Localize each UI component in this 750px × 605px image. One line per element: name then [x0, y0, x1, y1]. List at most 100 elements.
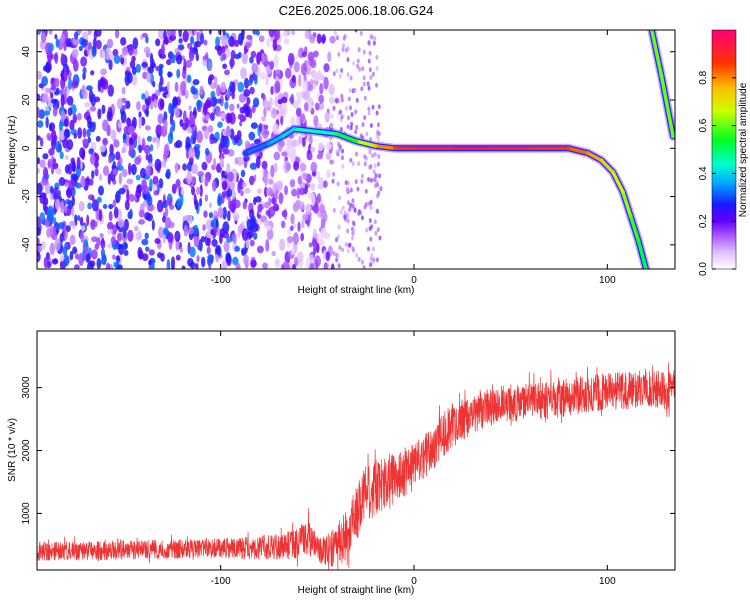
noise-cell — [55, 168, 61, 175]
noise-cell — [44, 110, 50, 115]
noise-cell — [335, 68, 338, 73]
noise-cell — [182, 30, 188, 42]
noise-cell — [83, 128, 87, 138]
noise-cell — [327, 51, 331, 62]
noise-cell — [136, 101, 141, 111]
noise-cell — [300, 233, 304, 242]
noise-cell — [101, 248, 105, 257]
noise-cell — [313, 228, 317, 238]
noise-cell — [227, 210, 231, 221]
noise-cell — [216, 246, 220, 255]
noise-cell — [50, 92, 53, 98]
noise-cell — [290, 179, 296, 188]
noise-cell — [367, 81, 370, 86]
noise-cell — [64, 205, 67, 214]
noise-cell — [175, 97, 178, 105]
noise-cell — [135, 189, 141, 199]
noise-cell — [293, 232, 299, 245]
noise-cell — [225, 113, 231, 124]
noise-cell — [164, 119, 168, 131]
noise-cell — [306, 258, 310, 269]
noise-cell — [67, 139, 74, 150]
noise-cell — [309, 242, 313, 247]
noise-cell — [40, 159, 46, 168]
noise-cell — [167, 72, 173, 77]
noise-cell — [77, 157, 81, 169]
noise-cell — [105, 53, 110, 60]
noise-cell — [120, 37, 126, 46]
noise-cell — [207, 257, 211, 266]
noise-cell — [175, 140, 182, 148]
noise-cell — [300, 114, 306, 122]
noise-cell — [358, 257, 361, 262]
noise-cell — [281, 151, 287, 156]
noise-cell — [193, 79, 200, 85]
noise-cell — [274, 54, 279, 67]
noise-cell — [183, 59, 186, 72]
noise-cell — [49, 27, 53, 35]
noise-cell — [153, 99, 157, 108]
y-tick-label: -40 — [21, 237, 32, 252]
noise-cell — [90, 70, 94, 75]
signal-point — [393, 146, 397, 150]
noise-cell — [346, 229, 349, 234]
noise-cell — [99, 233, 103, 238]
noise-cell — [172, 120, 175, 132]
signal-point — [567, 146, 571, 150]
noise-cell — [317, 70, 322, 81]
x-tick-label: -100 — [211, 275, 231, 286]
noise-cell — [42, 153, 48, 159]
noise-cell — [94, 97, 100, 103]
noise-cell — [360, 86, 363, 91]
noise-cell — [319, 95, 324, 104]
noise-cell — [80, 56, 87, 66]
noise-cell — [314, 115, 318, 127]
noise-cell — [339, 74, 342, 79]
noise-cell — [276, 69, 280, 74]
noise-cell — [378, 104, 381, 109]
noise-cell — [357, 161, 360, 166]
noise-cell — [232, 233, 237, 244]
noise-cell — [251, 51, 257, 58]
noise-cell — [275, 259, 278, 265]
noise-cell — [110, 130, 116, 140]
noise-cell — [114, 55, 120, 64]
noise-cell — [317, 33, 322, 43]
noise-cell — [189, 215, 192, 224]
noise-cell — [259, 35, 265, 42]
noise-cell — [148, 66, 154, 73]
noise-cell — [58, 222, 65, 229]
noise-cell — [221, 192, 224, 204]
noise-cell — [374, 219, 377, 224]
noise-cell — [280, 116, 283, 126]
noise-cell — [362, 122, 365, 127]
noise-cell — [45, 87, 50, 93]
noise-cell — [262, 100, 269, 108]
noise-cell — [134, 157, 141, 165]
noise-cell — [369, 262, 372, 267]
noise-cell — [341, 247, 344, 252]
noise-cell — [332, 106, 335, 111]
noise-cell — [272, 182, 276, 194]
noise-cell — [313, 204, 319, 214]
noise-cell — [333, 251, 336, 256]
noise-cell — [363, 75, 366, 80]
noise-cell — [213, 210, 217, 216]
signal-point — [586, 151, 590, 155]
noise-cell — [369, 67, 372, 72]
noise-cell — [163, 159, 166, 168]
noise-cell — [338, 245, 341, 250]
noise-cell — [61, 53, 64, 64]
noise-cell — [334, 31, 337, 36]
noise-cell — [288, 53, 295, 66]
noise-cell — [249, 209, 254, 220]
noise-cell — [338, 195, 341, 200]
noise-cell — [209, 212, 213, 218]
noise-cell — [221, 170, 224, 178]
noise-cell — [226, 129, 232, 136]
noise-cell — [95, 221, 98, 227]
noise-cell — [360, 31, 363, 36]
noise-cell — [186, 172, 192, 185]
noise-cell — [272, 123, 279, 135]
noise-cell — [368, 59, 371, 64]
